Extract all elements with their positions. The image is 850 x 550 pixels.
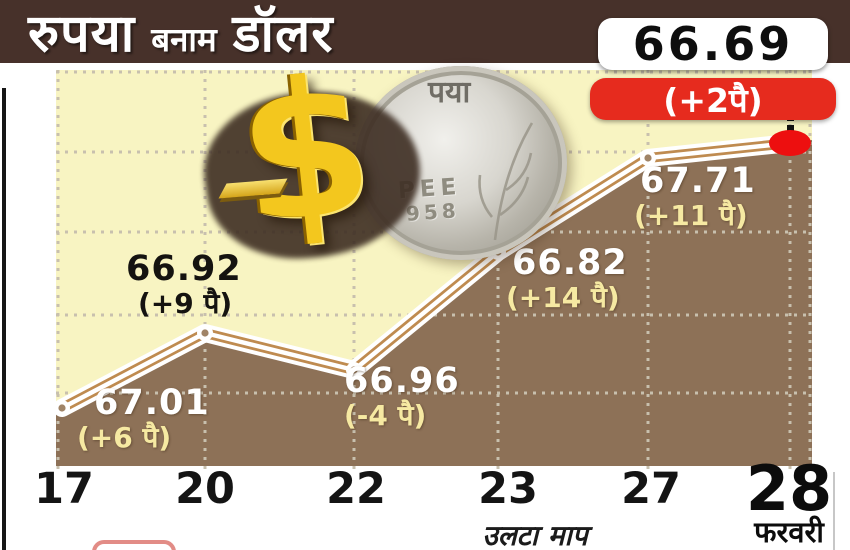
point-value: 67.01 [94,383,210,423]
right-page-border [833,472,835,550]
latest-rate-callout: 66.69 [598,17,828,71]
title-word-dollar: डॉलर [232,4,334,64]
title-word-rupee: रुपया [28,4,136,64]
point-change: (+14 पै) [506,281,620,314]
inverted-scale-note: उलटा माप [482,519,588,550]
x-tick-27: 27 [621,464,681,514]
latest-point-marker-icon [769,114,811,156]
x-tick-17: 17 [34,464,94,514]
coin-wheat-icon [478,122,534,241]
point-change: (+11 पै) [634,199,748,232]
point-label-22: 66.96 (-4 पै) [344,364,460,430]
x-tick-20: 20 [175,464,235,514]
point-change: (+9 पै) [138,287,233,320]
x-axis-month-label: फरवरी [754,515,824,550]
cutoff-text-remnant [92,540,176,550]
point-change: (+6 पै) [77,421,172,454]
point-label-27: 67.71 (+11 पै) [634,161,756,230]
point-label-20: 66.92 (+9 पै) [126,252,242,318]
point-value: 66.82 [512,243,628,283]
area-fill [56,140,812,466]
title-word-versus: बनाम [151,20,217,59]
dollar-sign-icon: $ [228,35,382,268]
left-page-border [2,88,6,550]
coin-top-text: पया [428,75,471,110]
latest-change-badge: (+2पै) [590,78,836,120]
point-value: 67.71 [640,161,756,201]
trend-line-ribbon [53,134,799,417]
point-label-23: 66.82 (+14 पै) [506,243,628,312]
point-value: 66.92 [126,249,242,289]
point-label-17: 67.01 (+6 पै) [77,383,210,452]
x-tick-28-february: 28 फरवरी [745,452,833,550]
x-tick-28: 28 [745,452,833,525]
point-value: 66.96 [344,361,460,401]
x-tick-22: 22 [326,464,386,514]
x-tick-23: 23 [478,464,538,514]
point-change: (-4 पै) [344,399,427,432]
